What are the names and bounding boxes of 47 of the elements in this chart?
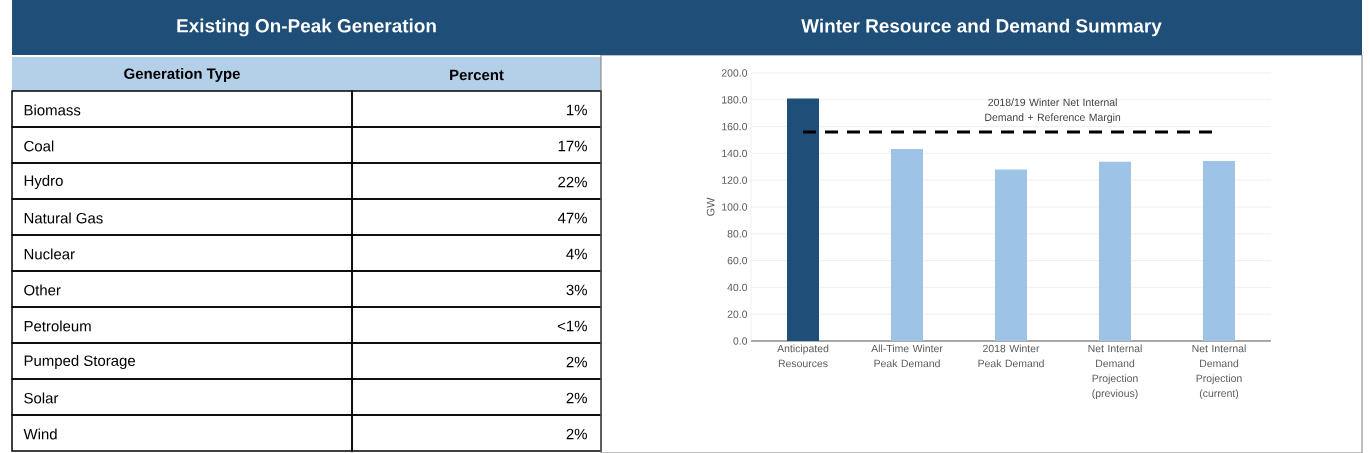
text: 47% xyxy=(557,212,587,224)
category-label: Natural Gas xyxy=(24,212,103,224)
bar xyxy=(787,98,820,341)
category-label: Pumped Storage xyxy=(24,355,135,369)
text: 2% xyxy=(566,356,587,368)
text: Generation Type xyxy=(124,68,240,82)
category-label: Wind xyxy=(23,428,57,440)
text: 22% xyxy=(558,176,587,188)
x-tick-label: Net Internal Demand Projection (current) xyxy=(1192,344,1246,400)
x-tick-label: Net Internal Demand Projection (previous) xyxy=(1088,344,1142,400)
category-label: Hydro xyxy=(24,175,63,189)
category-label: Solar xyxy=(24,392,59,404)
x-tick-label: 2018 Winter Peak Demand xyxy=(978,344,1044,368)
text: 2% xyxy=(566,428,587,440)
y-tick-label: 160.0 xyxy=(722,122,748,131)
y-tick-label: 40.0 xyxy=(727,283,748,292)
y-tick-label: 100.0 xyxy=(722,203,748,211)
y-tick-label: 60.0 xyxy=(727,256,748,265)
y-tick-label: 120.0 xyxy=(722,176,748,184)
y-tick-label: 0.0 xyxy=(733,337,748,345)
bar xyxy=(995,169,1028,341)
bar xyxy=(1099,161,1132,341)
text: <1% xyxy=(557,320,587,332)
y-tick-label: 180.0 xyxy=(722,96,748,104)
text: 2% xyxy=(566,392,587,404)
text: 1% xyxy=(567,104,587,116)
category-label: Petroleum xyxy=(24,320,91,332)
category-label: Biomass xyxy=(24,104,81,116)
text: Existing On-Peak Generation xyxy=(177,18,436,37)
text: Percent xyxy=(450,69,504,81)
ref-line-label: 2018/19 Winter Net Internal Demand + Reference Margin xyxy=(985,98,1121,124)
y-tick-label: 80.0 xyxy=(727,230,748,238)
bar xyxy=(891,148,924,341)
y-axis-title: GW xyxy=(706,197,715,216)
bar xyxy=(1203,160,1236,341)
text: 17% xyxy=(558,140,587,152)
category-label: Coal xyxy=(24,140,54,152)
text: 3% xyxy=(566,284,587,296)
chart-title: Winter Resource and Demand Summary xyxy=(801,18,1162,37)
y-tick-label: 200.0 xyxy=(721,69,748,77)
text: 4% xyxy=(566,248,587,260)
y-tick-label: 20.0 xyxy=(727,310,748,318)
x-tick-label: All-Time Winter Peak Demand xyxy=(871,344,943,368)
x-tick-label: Anticipated Resources xyxy=(777,344,829,368)
y-tick-label: 140.0 xyxy=(722,149,748,158)
category-label: Other xyxy=(24,284,61,296)
category-label: Nuclear xyxy=(24,248,75,260)
